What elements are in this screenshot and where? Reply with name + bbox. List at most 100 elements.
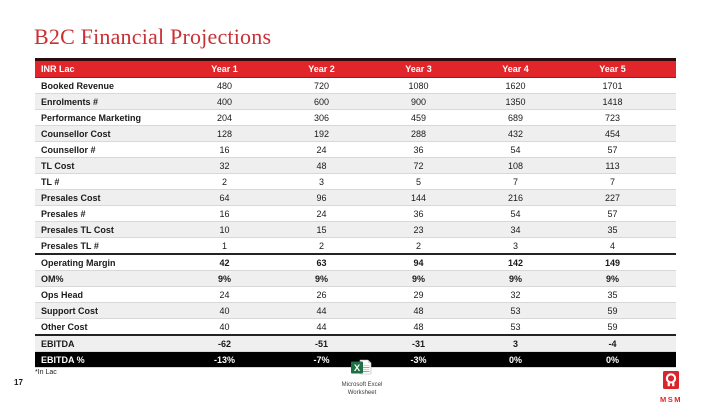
- cell-value: 54: [467, 141, 564, 158]
- page-title: B2C Financial Projections: [34, 24, 272, 49]
- cell-value: 44: [273, 302, 370, 319]
- cell-value: 216: [467, 189, 564, 206]
- cell-value: 9%: [176, 270, 273, 287]
- cell-value: 57: [564, 205, 661, 222]
- row-label: Counsellor Cost: [35, 125, 176, 142]
- cell-value: 192: [273, 125, 370, 142]
- table-header-cell: Year 1: [176, 58, 273, 78]
- svg-text:X: X: [354, 363, 361, 374]
- cell-value: 9%: [467, 270, 564, 287]
- cell-value: 59: [564, 318, 661, 336]
- row-label: Performance Marketing: [35, 109, 176, 126]
- row-label: Support Cost: [35, 302, 176, 319]
- row-label: Counsellor #: [35, 141, 176, 158]
- cell-value: 480: [176, 77, 273, 94]
- page-number: 17: [14, 378, 23, 387]
- cell-value: 96: [273, 189, 370, 206]
- cell-value: 24: [176, 286, 273, 303]
- cell-value: 1: [176, 237, 273, 255]
- row-label: Booked Revenue: [35, 77, 176, 94]
- table-row: TL Cost 32 48 72 108 113: [35, 157, 676, 174]
- table-header-cell: Year 4: [467, 58, 564, 78]
- table-header-cell: Year 5: [564, 58, 661, 78]
- cell-value: 459: [370, 109, 467, 126]
- table-row: Support Cost 40 44 48 53 59: [35, 302, 676, 319]
- msm-logo-icon: [663, 371, 679, 394]
- cell-value: 128: [176, 125, 273, 142]
- row-filler: [661, 157, 676, 174]
- row-label: Presales TL Cost: [35, 221, 176, 238]
- row-filler: [661, 302, 676, 319]
- cell-value: -7%: [273, 351, 370, 368]
- msm-wordmark: MSM: [660, 395, 682, 404]
- row-label: Presales Cost: [35, 189, 176, 206]
- row-label: EBITDA: [35, 334, 176, 352]
- cell-value: 7: [564, 173, 661, 190]
- table-row: Presales TL #1 2 2 3 4: [35, 237, 676, 255]
- table-row: Presales Cost 64 96 144 216 227: [35, 189, 676, 206]
- cell-value: 59: [564, 302, 661, 319]
- table-row: Enrolments #400 600 900 1350 1418: [35, 93, 676, 110]
- cell-value: 149: [564, 253, 661, 271]
- cell-value: 9%: [564, 270, 661, 287]
- row-filler: [661, 318, 676, 336]
- cell-value: 142: [467, 253, 564, 271]
- cell-value: -31: [370, 334, 467, 352]
- cell-value: 1350: [467, 93, 564, 110]
- table-header-cell: Year 3: [370, 58, 467, 78]
- cell-value: 2: [176, 173, 273, 190]
- cell-value: 0%: [467, 351, 564, 368]
- table-header-filler: [661, 58, 676, 78]
- cell-value: 35: [564, 286, 661, 303]
- row-filler: [661, 125, 676, 142]
- cell-value: 40: [176, 302, 273, 319]
- table-header: INR Lac Year 1 Year 2 Year 3 Year 4 Year 5: [35, 58, 676, 78]
- cell-value: 1620: [467, 77, 564, 94]
- cell-value: 44: [273, 318, 370, 336]
- row-filler: [661, 77, 676, 94]
- cell-value: 35: [564, 221, 661, 238]
- cell-value: 32: [176, 157, 273, 174]
- cell-value: 3: [273, 173, 370, 190]
- cell-value: 34: [467, 221, 564, 238]
- row-filler: [661, 286, 676, 303]
- cell-value: 36: [370, 141, 467, 158]
- table-header-cell: INR Lac: [35, 58, 176, 78]
- table-row: Booked Revenue 480 720 1080 1620 1701: [35, 77, 676, 94]
- cell-value: 15: [273, 221, 370, 238]
- cell-value: 600: [273, 93, 370, 110]
- row-filler: [661, 351, 676, 368]
- cell-value: 3: [467, 237, 564, 255]
- row-filler: [661, 109, 676, 126]
- table-body: Booked Revenue 480 720 1080 1620 1701 Enrolmen…: [35, 77, 676, 368]
- row-filler: [661, 141, 676, 158]
- footnote: *In Lac: [35, 369, 57, 376]
- table-row: Presales #16 24 36 54 57: [35, 205, 676, 222]
- cell-value: 48: [370, 318, 467, 336]
- cell-value: -3%: [370, 351, 467, 368]
- embedded-excel-object[interactable]: X Microsoft Excel Worksheet: [320, 359, 404, 397]
- cell-value: 5: [370, 173, 467, 190]
- row-filler: [661, 253, 676, 271]
- cell-value: -13%: [176, 351, 273, 368]
- row-label: Operating Margin: [35, 253, 176, 271]
- cell-value: 227: [564, 189, 661, 206]
- row-filler: [661, 173, 676, 190]
- table-row: OM% 9% 9% 9% 9% 9%: [35, 270, 676, 287]
- cell-value: 54: [467, 205, 564, 222]
- cell-value: 1080: [370, 77, 467, 94]
- cell-value: 723: [564, 109, 661, 126]
- cell-value: 29: [370, 286, 467, 303]
- row-label: Ops Head: [35, 286, 176, 303]
- cell-value: 36: [370, 205, 467, 222]
- cell-value: 26: [273, 286, 370, 303]
- msm-logo: MSM: [653, 371, 689, 404]
- cell-value: 4: [564, 237, 661, 255]
- cell-value: -51: [273, 334, 370, 352]
- cell-value: 113: [564, 157, 661, 174]
- cell-value: 3: [467, 334, 564, 352]
- row-label: Presales TL #: [35, 237, 176, 255]
- table-row: EBITDA -62 -51 -31 3 -4: [35, 334, 676, 352]
- table-row: Ops Head 24 26 29 32 35: [35, 286, 676, 303]
